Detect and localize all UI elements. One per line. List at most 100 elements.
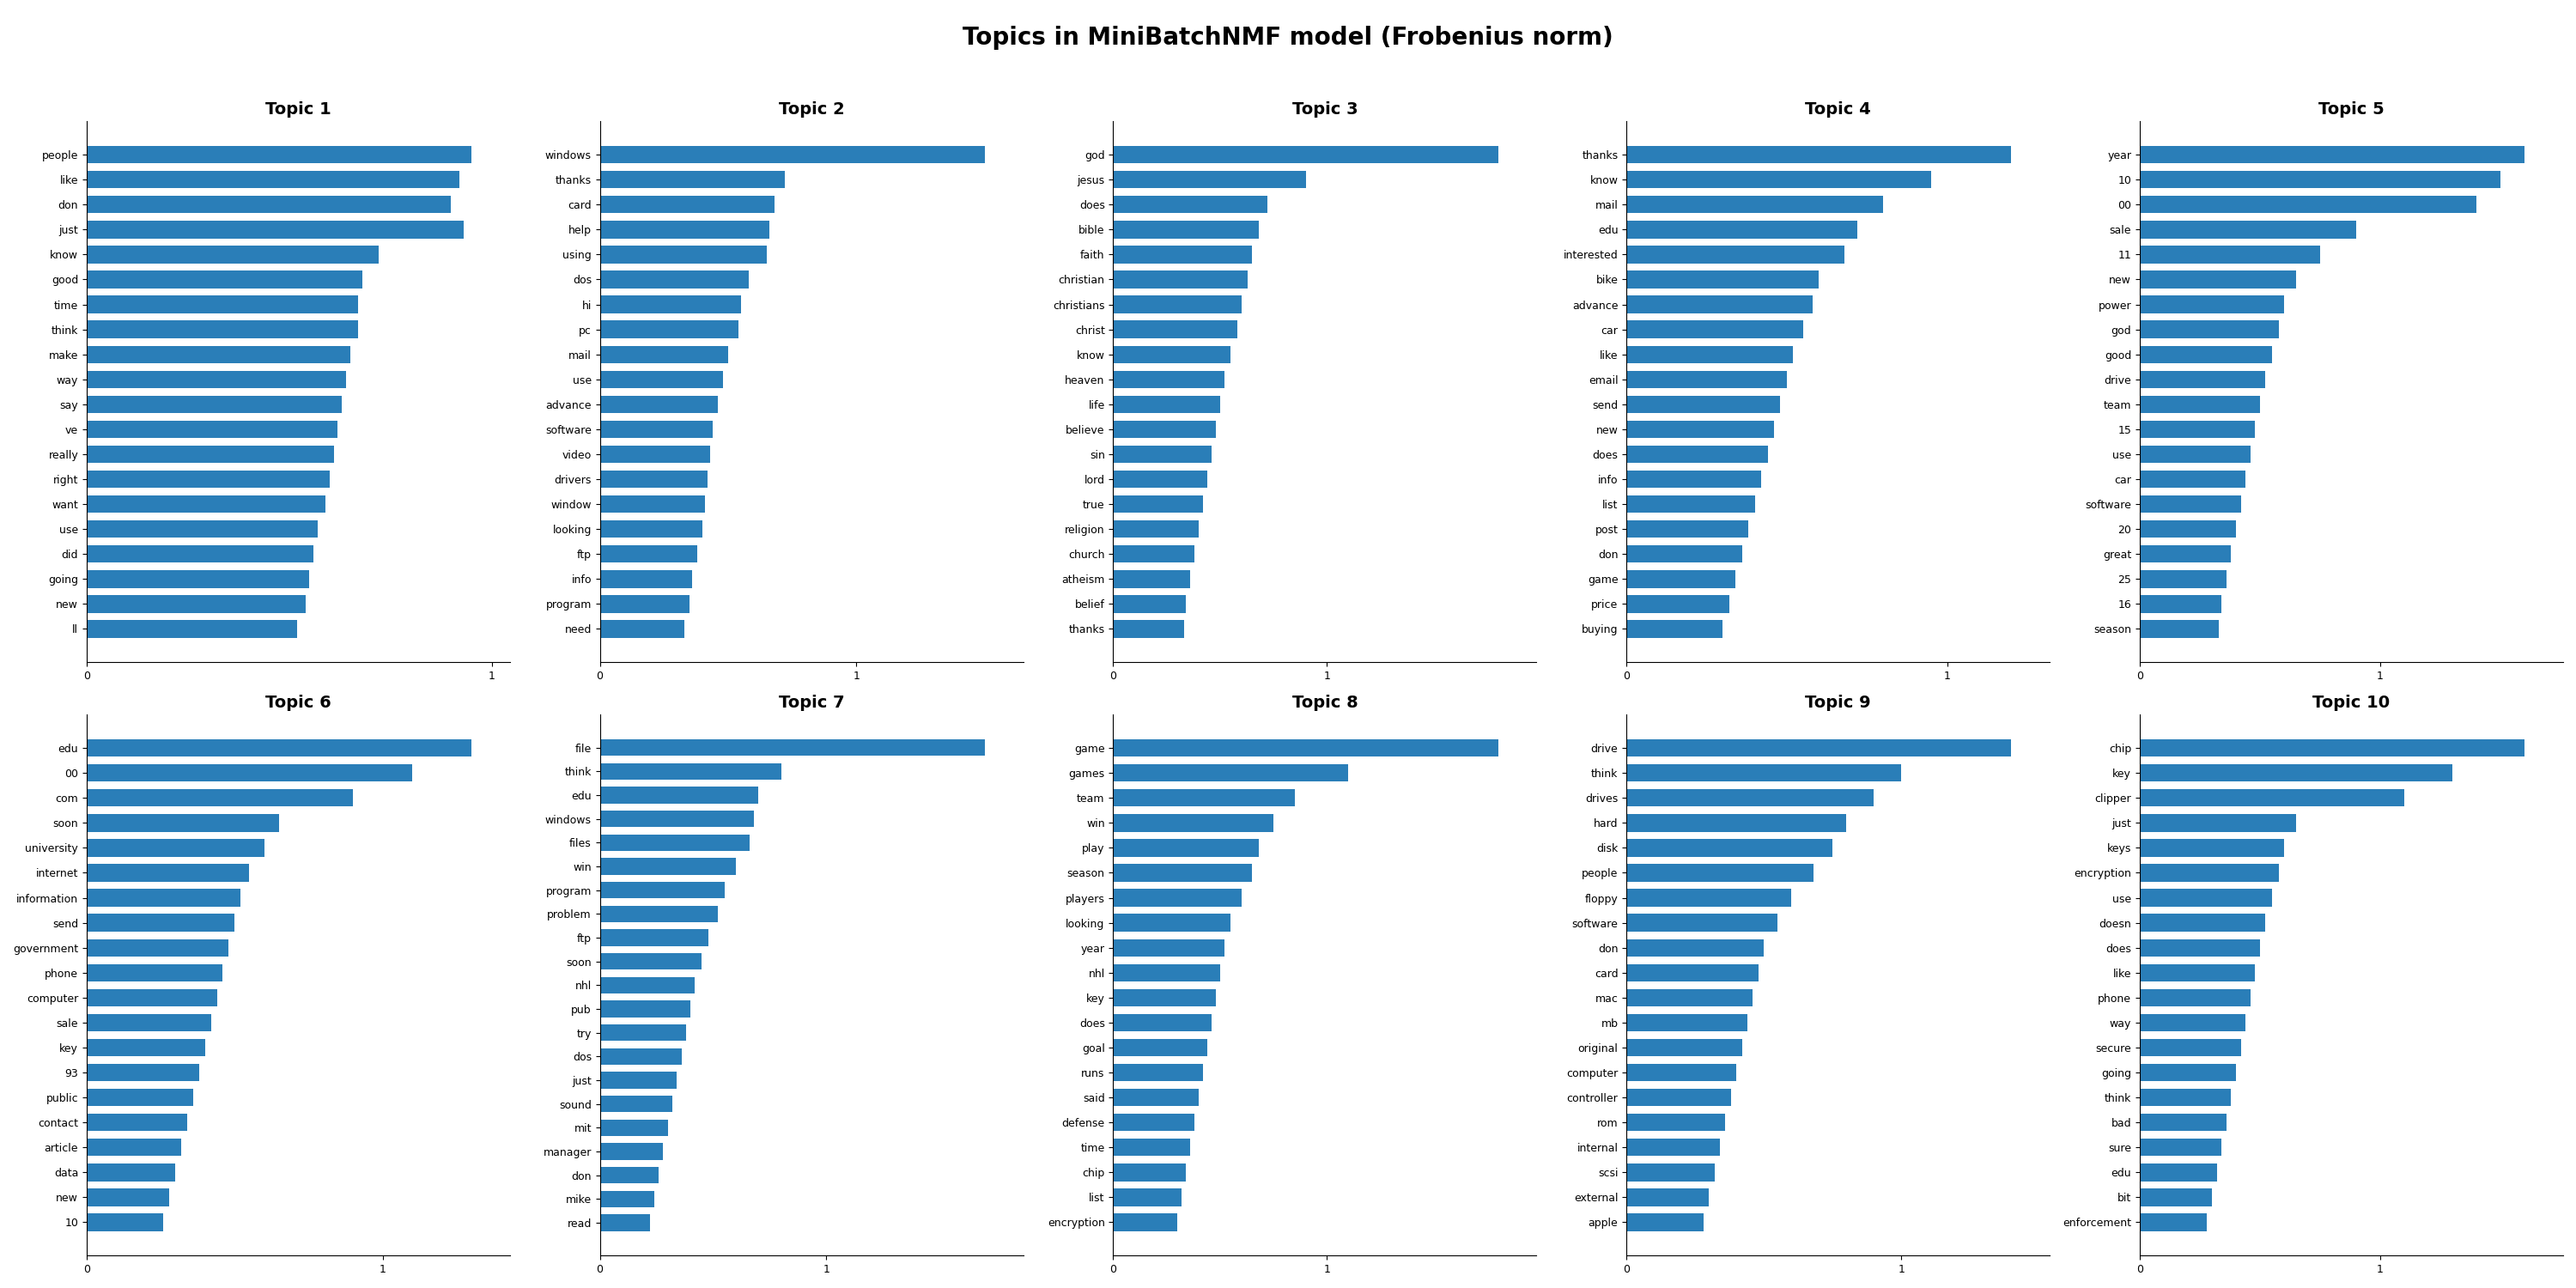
Bar: [600, 739, 984, 756]
Bar: [1625, 790, 1873, 806]
Bar: [1625, 889, 1790, 907]
Bar: [1625, 814, 1847, 832]
Bar: [600, 858, 737, 875]
Bar: [88, 270, 363, 289]
Bar: [88, 963, 222, 981]
Bar: [600, 446, 711, 462]
Bar: [1113, 1088, 1198, 1106]
Bar: [600, 1144, 662, 1159]
Bar: [2141, 914, 2264, 931]
Bar: [88, 1163, 175, 1181]
Bar: [88, 939, 229, 957]
Bar: [1625, 739, 2012, 757]
Bar: [1625, 963, 1759, 981]
Bar: [1113, 739, 1499, 757]
Bar: [1625, 171, 1932, 188]
Bar: [1113, 1163, 1185, 1181]
Bar: [1625, 420, 1775, 438]
Bar: [600, 953, 701, 970]
Bar: [1113, 296, 1242, 313]
Title: Topic 4: Topic 4: [1806, 102, 1870, 117]
Bar: [2141, 989, 2251, 1006]
Bar: [1625, 571, 1736, 587]
Bar: [88, 595, 307, 613]
Bar: [88, 470, 330, 488]
Text: Topics in MiniBatchNMF model (Frobenius norm): Topics in MiniBatchNMF model (Frobenius …: [963, 26, 1613, 50]
Bar: [1625, 345, 1793, 363]
Bar: [88, 246, 379, 263]
Bar: [600, 621, 685, 638]
Bar: [1625, 1114, 1726, 1131]
Bar: [2141, 470, 2246, 488]
Bar: [1625, 1088, 1731, 1106]
Bar: [88, 496, 325, 513]
Bar: [2141, 814, 2295, 832]
Bar: [1625, 446, 1767, 462]
Bar: [88, 420, 337, 438]
Bar: [600, 220, 770, 238]
Bar: [2141, 963, 2254, 981]
Bar: [88, 889, 240, 907]
Bar: [2141, 371, 2264, 388]
Bar: [600, 595, 690, 613]
Bar: [600, 246, 768, 263]
Bar: [88, 790, 353, 806]
Bar: [88, 1088, 193, 1106]
Bar: [2141, 1163, 2218, 1181]
Bar: [88, 1189, 170, 1206]
Bar: [2141, 196, 2476, 214]
Bar: [2141, 571, 2226, 587]
Bar: [1113, 470, 1208, 488]
Bar: [88, 571, 309, 587]
Bar: [1625, 1014, 1747, 1032]
Bar: [600, 1190, 654, 1207]
Bar: [1625, 1163, 1716, 1181]
Bar: [1113, 220, 1260, 238]
Bar: [2141, 296, 2285, 313]
Bar: [88, 321, 358, 339]
Bar: [2141, 1088, 2231, 1106]
Title: Topic 5: Topic 5: [2318, 102, 2385, 117]
Bar: [1625, 1064, 1736, 1081]
Bar: [1625, 470, 1762, 488]
Title: Topic 7: Topic 7: [778, 694, 845, 711]
Bar: [1625, 496, 1754, 513]
Bar: [88, 446, 335, 462]
Bar: [1113, 1213, 1177, 1231]
Bar: [600, 1001, 690, 1018]
Bar: [1113, 545, 1195, 563]
Bar: [88, 621, 296, 638]
Bar: [88, 864, 250, 881]
Bar: [1113, 171, 1306, 188]
Bar: [1625, 1039, 1741, 1056]
Bar: [1625, 621, 1723, 638]
Bar: [1113, 420, 1216, 438]
Bar: [1625, 196, 1883, 214]
Bar: [1113, 1139, 1190, 1157]
Bar: [2141, 446, 2251, 462]
Bar: [88, 345, 350, 363]
Title: Topic 8: Topic 8: [1293, 694, 1358, 711]
Bar: [1113, 496, 1203, 513]
Bar: [1113, 889, 1242, 907]
Bar: [600, 882, 724, 899]
Bar: [600, 571, 693, 587]
Title: Topic 6: Topic 6: [265, 694, 332, 711]
Bar: [2141, 520, 2236, 538]
Bar: [88, 989, 216, 1006]
Bar: [88, 838, 265, 857]
Bar: [600, 930, 708, 945]
Bar: [600, 787, 757, 804]
Bar: [1113, 1014, 1211, 1032]
Bar: [88, 371, 345, 388]
Bar: [1113, 146, 1499, 164]
Bar: [1113, 246, 1252, 263]
Bar: [1113, 321, 1236, 339]
Bar: [2141, 270, 2295, 289]
Bar: [1625, 939, 1765, 957]
Bar: [1113, 520, 1198, 538]
Bar: [600, 395, 719, 413]
Bar: [88, 1139, 180, 1157]
Bar: [2141, 1189, 2213, 1206]
Bar: [88, 1213, 162, 1231]
